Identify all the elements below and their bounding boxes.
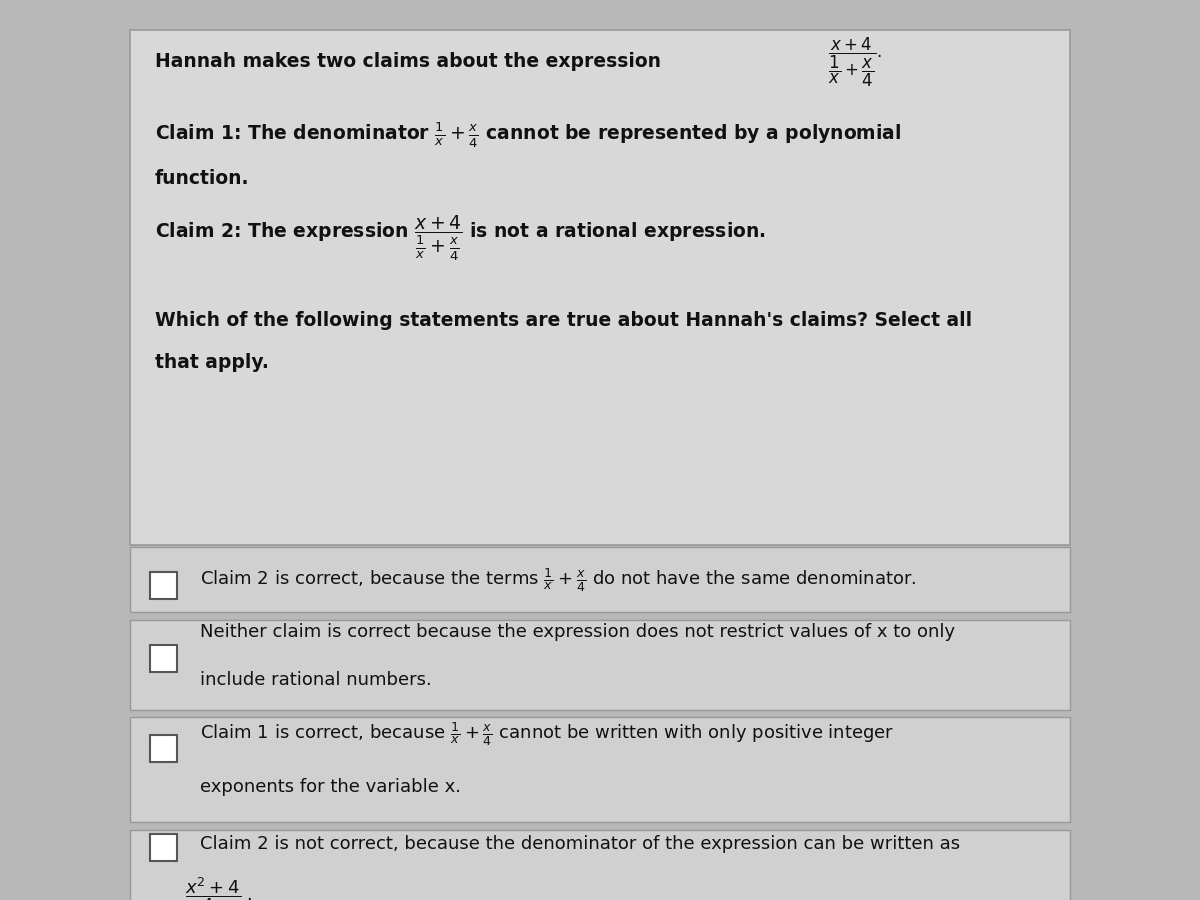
Text: Claim 2: The expression $\dfrac{x+4}{\frac{1}{x}+\frac{x}{4}}$ is not a rational: Claim 2: The expression $\dfrac{x+4}{\fr… xyxy=(155,213,766,263)
FancyBboxPatch shape xyxy=(130,547,1070,612)
Text: that apply.: that apply. xyxy=(155,353,269,372)
Bar xyxy=(150,834,178,861)
Bar xyxy=(150,735,178,762)
Text: $\dfrac{x^2+4}{4x}$ .: $\dfrac{x^2+4}{4x}$ . xyxy=(185,876,253,900)
FancyBboxPatch shape xyxy=(130,717,1070,822)
Bar xyxy=(150,572,178,599)
Text: Claim 2 is not correct, because the denominator of the expression can be written: Claim 2 is not correct, because the deno… xyxy=(200,835,960,853)
FancyBboxPatch shape xyxy=(130,830,1070,900)
Text: $\dfrac{x+4}{\dfrac{1}{x}+\dfrac{x}{4}}$.: $\dfrac{x+4}{\dfrac{1}{x}+\dfrac{x}{4}}$… xyxy=(828,35,882,89)
Text: Claim 1 is correct, because $\frac{1}{x} + \frac{x}{4}$ cannot be written with o: Claim 1 is correct, because $\frac{1}{x}… xyxy=(200,720,894,748)
Text: Neither claim is correct because the expression does not restrict values of x to: Neither claim is correct because the exp… xyxy=(200,623,955,641)
Text: Claim 2 is correct, because the terms $\frac{1}{x} + \frac{x}{4}$ do not have th: Claim 2 is correct, because the terms $\… xyxy=(200,566,917,594)
Text: exponents for the variable x.: exponents for the variable x. xyxy=(200,778,461,796)
FancyBboxPatch shape xyxy=(130,30,1070,545)
Text: include rational numbers.: include rational numbers. xyxy=(200,671,432,689)
Text: function.: function. xyxy=(155,168,250,187)
Text: Hannah makes two claims about the expression: Hannah makes two claims about the expres… xyxy=(155,52,661,71)
Bar xyxy=(150,645,178,672)
Text: Which of the following statements are true about Hannah's claims? Select all: Which of the following statements are tr… xyxy=(155,310,972,329)
Text: Claim 1: The denominator $\frac{1}{x} + \frac{x}{4}$ cannot be represented by a : Claim 1: The denominator $\frac{1}{x} + … xyxy=(155,121,901,149)
FancyBboxPatch shape xyxy=(130,620,1070,710)
